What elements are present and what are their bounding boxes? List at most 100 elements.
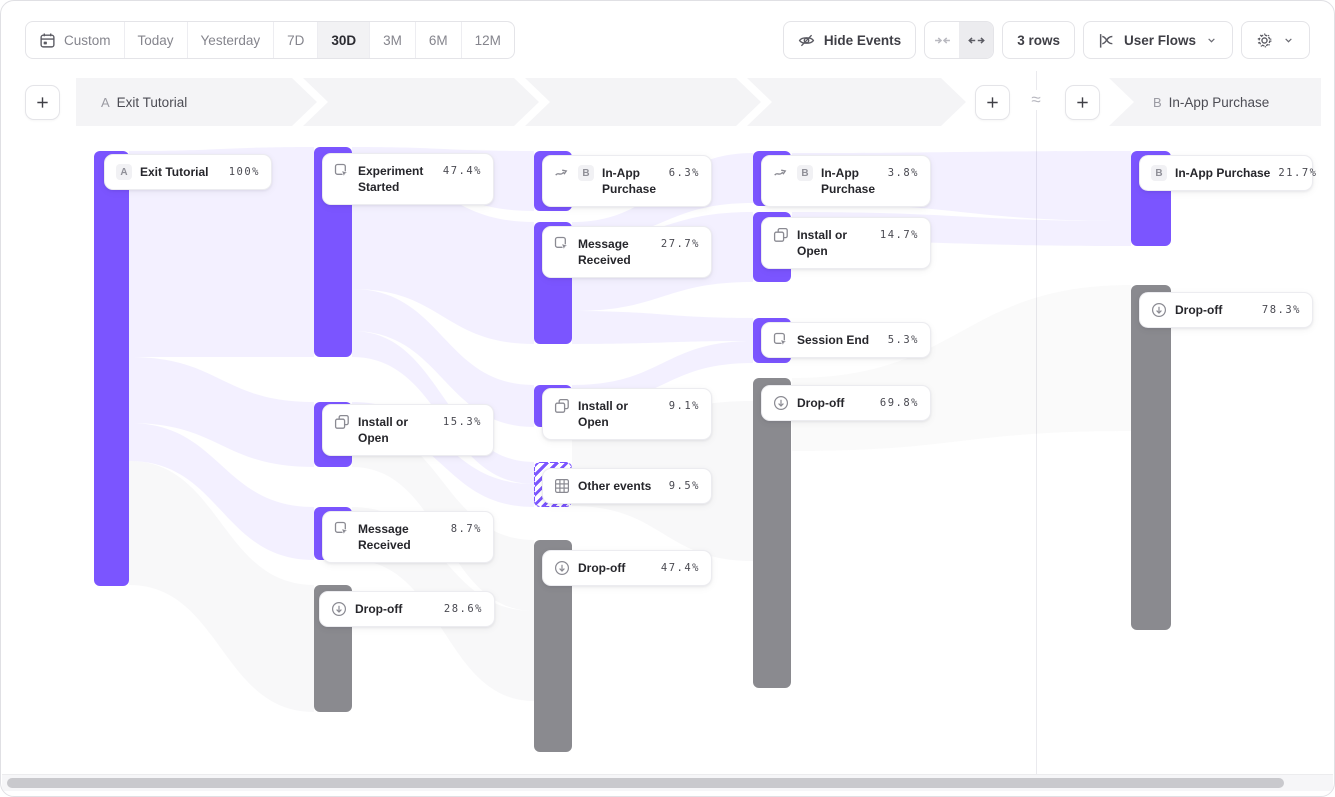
- pointer-click-icon: [554, 236, 570, 252]
- date-range-label: Today: [137, 32, 174, 48]
- date-range-label: 6M: [428, 32, 448, 48]
- node-card-in-app-purchase-b[interactable]: B In-App Purchase 21.7%: [1139, 155, 1316, 192]
- flow-a-title: Exit Tutorial: [116, 94, 188, 110]
- copy-squares-icon: [554, 398, 570, 414]
- copy-squares-icon: [773, 227, 789, 243]
- node-card-exit-tutorial[interactable]: A Exit Tutorial 100%: [104, 154, 272, 191]
- date-range-30d[interactable]: 30D: [318, 22, 371, 58]
- node-value: 100%: [228, 166, 260, 178]
- flow-b-letter: B: [1153, 94, 1162, 110]
- node-value: 28.6%: [443, 603, 483, 615]
- expand-columns-button[interactable]: [959, 22, 994, 58]
- pointer-click-icon: [334, 163, 350, 179]
- node-card-install-or-open-2[interactable]: Install or Open 15.3%: [322, 404, 494, 457]
- drop-off-icon: [554, 560, 570, 576]
- flow-a-letter: A: [101, 94, 110, 110]
- node-label: Install or Open: [578, 399, 629, 430]
- node-card-in-app-purchase-3[interactable]: B In-App Purchase 6.3%: [542, 155, 712, 208]
- add-step-after-a-button[interactable]: [975, 85, 1010, 120]
- flow-bar-exit-tutorial[interactable]: [94, 151, 129, 586]
- plus-icon: [985, 95, 1000, 110]
- add-step-left-button[interactable]: [25, 85, 60, 120]
- date-range-label: 7D: [287, 32, 305, 48]
- node-card-install-or-open-3[interactable]: Install or Open 9.1%: [542, 388, 712, 441]
- date-range-label: Yesterday: [200, 32, 261, 48]
- node-label: In-App Purchase: [821, 166, 876, 197]
- node-label: Exit Tutorial: [140, 165, 209, 179]
- node-label: Drop-off: [1175, 303, 1223, 317]
- node-card-message-received-2[interactable]: Message Received 8.7%: [322, 511, 494, 564]
- node-value: 47.4%: [660, 562, 700, 574]
- node-label: Install or Open: [797, 228, 848, 259]
- date-range-7d[interactable]: 7D: [274, 22, 319, 58]
- grid-icon: [554, 478, 570, 494]
- node-value: 69.8%: [879, 397, 919, 409]
- section-divider: [1036, 71, 1037, 777]
- horizontal-scrollbar-thumb[interactable]: [7, 778, 1284, 788]
- flow-jump-icon: [554, 165, 570, 181]
- hide-events-button[interactable]: Hide Events: [782, 21, 917, 59]
- rows-button[interactable]: 3 rows: [1002, 21, 1075, 59]
- flow-b-badge: B: [1151, 165, 1167, 181]
- date-range-label: 3M: [383, 32, 402, 48]
- date-range-6m[interactable]: 6M: [416, 22, 462, 58]
- node-card-drop-off-2[interactable]: Drop-off 28.6%: [319, 591, 495, 628]
- pointer-click-icon: [334, 521, 350, 537]
- node-card-install-or-open-4[interactable]: Install or Open 14.7%: [761, 217, 931, 270]
- node-value: 27.7%: [660, 238, 700, 250]
- date-range-yesterday[interactable]: Yesterday: [188, 22, 275, 58]
- flow-b-badge: B: [578, 165, 594, 181]
- date-range-3m[interactable]: 3M: [370, 22, 416, 58]
- chart-type-dropdown[interactable]: User Flows: [1082, 21, 1233, 59]
- collapse-expand-toggle: [924, 21, 995, 59]
- date-range-12m[interactable]: 12M: [462, 22, 514, 58]
- node-card-drop-off-4[interactable]: Drop-off 69.8%: [761, 385, 931, 422]
- plus-icon: [35, 95, 50, 110]
- horizontal-scrollbar: [2, 774, 1333, 791]
- date-range-label: Custom: [64, 32, 111, 48]
- arrows-outward-icon: [968, 32, 985, 49]
- node-label: Drop-off: [797, 396, 845, 410]
- chevron-down-icon: [1205, 34, 1218, 47]
- node-card-other-events-3[interactable]: Other events 9.5%: [542, 468, 712, 505]
- node-card-in-app-purchase-4[interactable]: B In-App Purchase 3.8%: [761, 155, 931, 208]
- node-card-session-end-4[interactable]: Session End 5.3%: [761, 322, 931, 359]
- pointer-click-icon: [773, 332, 789, 348]
- calendar-icon: [39, 32, 56, 49]
- toolbar: Custom Today Yesterday 7D 30D 3M 6M 12M …: [1, 21, 1334, 59]
- copy-squares-icon: [334, 414, 350, 430]
- flow-a-header[interactable]: A Exit Tutorial: [101, 78, 187, 126]
- node-label: In-App Purchase: [602, 166, 657, 197]
- node-card-drop-off-3[interactable]: Drop-off 47.4%: [542, 550, 712, 587]
- node-value: 47.4%: [442, 165, 482, 177]
- node-value: 3.8%: [887, 167, 919, 179]
- flow-b-title: In-App Purchase: [1168, 94, 1270, 110]
- settings-dropdown[interactable]: [1241, 21, 1310, 59]
- node-card-drop-off-b[interactable]: Drop-off 78.3%: [1139, 292, 1313, 329]
- node-label: In-App Purchase: [1175, 166, 1271, 180]
- add-step-before-b-button[interactable]: [1065, 85, 1100, 120]
- arrows-inward-icon: [934, 32, 951, 49]
- node-value: 8.7%: [450, 523, 482, 535]
- plus-icon: [1075, 95, 1090, 110]
- approx-connector: ≈: [1023, 90, 1049, 110]
- chevron-down-icon: [1282, 34, 1295, 47]
- date-range-label: 12M: [474, 32, 501, 48]
- node-label: Message Received: [578, 237, 631, 268]
- node-label: Experiment Started: [358, 164, 424, 195]
- collapse-columns-button[interactable]: [925, 22, 959, 58]
- date-range-selector: Custom Today Yesterday 7D 30D 3M 6M 12M: [25, 21, 515, 59]
- flow-bar-drop-off-4[interactable]: [753, 378, 791, 688]
- drop-off-icon: [1151, 302, 1167, 318]
- node-card-experiment-started[interactable]: Experiment Started 47.4%: [322, 153, 494, 206]
- node-card-message-received-3[interactable]: Message Received 27.7%: [542, 226, 712, 279]
- node-label: Message Received: [358, 522, 411, 553]
- date-range-custom[interactable]: Custom: [26, 22, 125, 58]
- date-range-today[interactable]: Today: [125, 22, 188, 58]
- flow-b-header[interactable]: B In-App Purchase: [1153, 78, 1269, 126]
- step-header-band: [76, 78, 1321, 126]
- flow-bar-drop-off-b[interactable]: [1131, 285, 1171, 630]
- flow-b-badge: B: [797, 165, 813, 181]
- node-value: 9.1%: [668, 400, 700, 412]
- node-label: Other events: [578, 479, 652, 493]
